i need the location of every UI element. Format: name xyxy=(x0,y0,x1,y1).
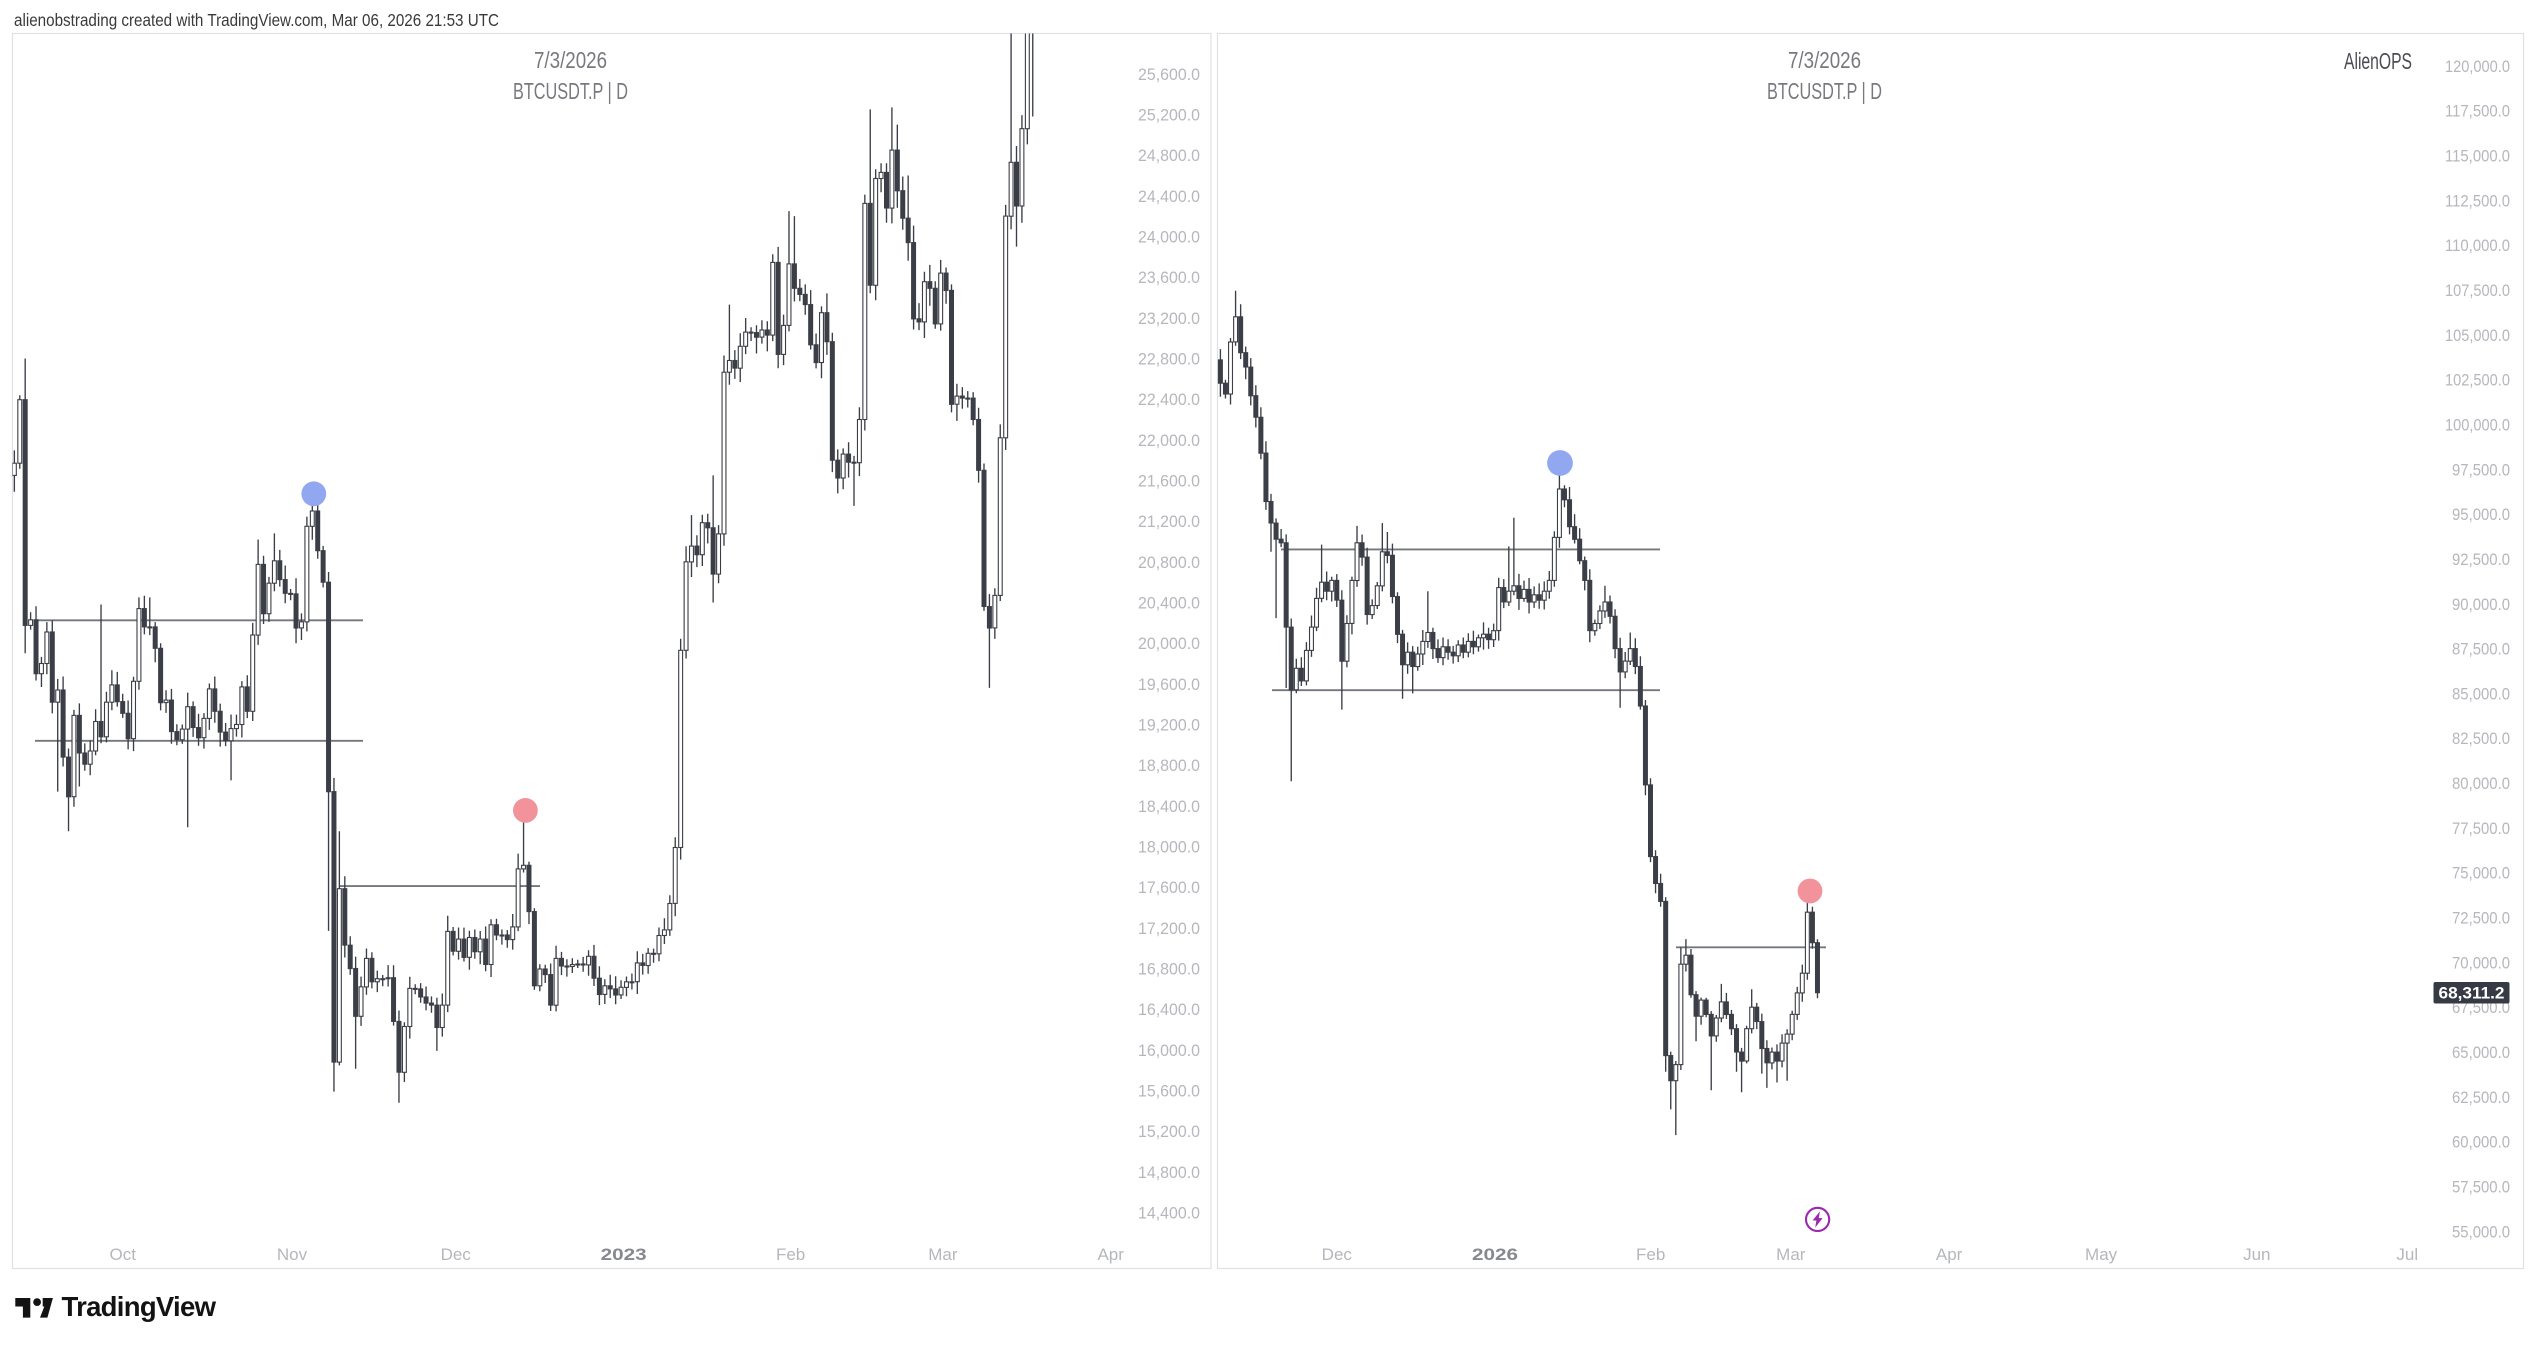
svg-text:Dec: Dec xyxy=(441,1245,472,1264)
svg-text:92,500.0: 92,500.0 xyxy=(2452,550,2510,569)
svg-text:16,800.0: 16,800.0 xyxy=(1138,960,1200,979)
svg-text:95,000.0: 95,000.0 xyxy=(2452,505,2510,524)
svg-text:Mar: Mar xyxy=(1776,1245,1806,1264)
svg-text:25,600.0: 25,600.0 xyxy=(1138,65,1200,84)
svg-text:25,200.0: 25,200.0 xyxy=(1138,106,1200,125)
svg-text:20,400.0: 20,400.0 xyxy=(1138,594,1200,613)
svg-text:14,800.0: 14,800.0 xyxy=(1138,1163,1200,1182)
svg-text:7/3/2026: 7/3/2026 xyxy=(1788,47,1861,73)
svg-text:90,000.0: 90,000.0 xyxy=(2452,595,2510,614)
svg-text:23,600.0: 23,600.0 xyxy=(1138,268,1200,287)
svg-text:Apr: Apr xyxy=(1097,1245,1124,1264)
svg-text:68,311.2: 68,311.2 xyxy=(2439,984,2505,1003)
svg-text:24,800.0: 24,800.0 xyxy=(1138,146,1200,165)
svg-text:20,000.0: 20,000.0 xyxy=(1138,634,1200,653)
svg-text:14,400.0: 14,400.0 xyxy=(1138,1204,1200,1223)
svg-text:Jul: Jul xyxy=(2396,1245,2418,1264)
svg-text:117,500.0: 117,500.0 xyxy=(2445,102,2510,121)
svg-text:105,000.0: 105,000.0 xyxy=(2445,326,2510,345)
svg-text:7/3/2026: 7/3/2026 xyxy=(534,47,607,73)
svg-text:17,600.0: 17,600.0 xyxy=(1138,878,1200,897)
svg-text:Apr: Apr xyxy=(1936,1245,1963,1264)
svg-text:55,000.0: 55,000.0 xyxy=(2452,1222,2510,1241)
svg-text:21,600.0: 21,600.0 xyxy=(1138,472,1200,491)
svg-text:72,500.0: 72,500.0 xyxy=(2452,909,2510,928)
svg-text:107,500.0: 107,500.0 xyxy=(2445,281,2510,300)
svg-text:2023: 2023 xyxy=(601,1245,647,1264)
svg-text:110,000.0: 110,000.0 xyxy=(2445,236,2510,255)
svg-text:21,200.0: 21,200.0 xyxy=(1138,512,1200,531)
svg-text:Dec: Dec xyxy=(1322,1245,1353,1264)
svg-text:22,000.0: 22,000.0 xyxy=(1138,431,1200,450)
svg-text:18,400.0: 18,400.0 xyxy=(1138,797,1200,816)
svg-text:22,400.0: 22,400.0 xyxy=(1138,390,1200,409)
svg-text:70,000.0: 70,000.0 xyxy=(2452,953,2510,972)
svg-text:May: May xyxy=(2085,1245,2118,1264)
svg-text:62,500.0: 62,500.0 xyxy=(2452,1088,2510,1107)
svg-text:Oct: Oct xyxy=(109,1245,136,1264)
svg-text:57,500.0: 57,500.0 xyxy=(2452,1178,2510,1197)
svg-text:23,200.0: 23,200.0 xyxy=(1138,309,1200,328)
svg-text:80,000.0: 80,000.0 xyxy=(2452,774,2510,793)
svg-text:BTCUSDT.P | D: BTCUSDT.P | D xyxy=(513,78,628,104)
svg-text:77,500.0: 77,500.0 xyxy=(2452,819,2510,838)
svg-text:TradingView: TradingView xyxy=(62,1291,217,1322)
svg-text:AlienOPS: AlienOPS xyxy=(2344,48,2412,74)
svg-text:75,000.0: 75,000.0 xyxy=(2452,864,2510,883)
svg-text:2026: 2026 xyxy=(1472,1245,1518,1264)
svg-text:16,400.0: 16,400.0 xyxy=(1138,1000,1200,1019)
svg-text:102,500.0: 102,500.0 xyxy=(2445,371,2510,390)
svg-text:19,600.0: 19,600.0 xyxy=(1138,675,1200,694)
svg-text:Mar: Mar xyxy=(928,1245,958,1264)
svg-text:82,500.0: 82,500.0 xyxy=(2452,729,2510,748)
svg-text:87,500.0: 87,500.0 xyxy=(2452,640,2510,659)
svg-text:112,500.0: 112,500.0 xyxy=(2445,191,2510,210)
svg-text:BTCUSDT.P | D: BTCUSDT.P | D xyxy=(1767,78,1882,104)
svg-text:22,800.0: 22,800.0 xyxy=(1138,350,1200,369)
svg-text:16,000.0: 16,000.0 xyxy=(1138,1041,1200,1060)
svg-text:17,200.0: 17,200.0 xyxy=(1138,919,1200,938)
svg-text:18,800.0: 18,800.0 xyxy=(1138,756,1200,775)
svg-text:18,000.0: 18,000.0 xyxy=(1138,838,1200,857)
svg-text:20,800.0: 20,800.0 xyxy=(1138,553,1200,572)
svg-text:15,200.0: 15,200.0 xyxy=(1138,1122,1200,1141)
svg-text:120,000.0: 120,000.0 xyxy=(2445,57,2510,76)
svg-text:60,000.0: 60,000.0 xyxy=(2452,1133,2510,1152)
svg-text:19,200.0: 19,200.0 xyxy=(1138,716,1200,735)
svg-text:65,000.0: 65,000.0 xyxy=(2452,1043,2510,1062)
svg-text:Jun: Jun xyxy=(2243,1245,2270,1264)
svg-text:24,000.0: 24,000.0 xyxy=(1138,228,1200,247)
svg-text:115,000.0: 115,000.0 xyxy=(2445,147,2510,166)
svg-text:Feb: Feb xyxy=(1636,1245,1665,1264)
svg-text:Feb: Feb xyxy=(776,1245,805,1264)
svg-text:24,400.0: 24,400.0 xyxy=(1138,187,1200,206)
svg-text:85,000.0: 85,000.0 xyxy=(2452,684,2510,703)
svg-text:97,500.0: 97,500.0 xyxy=(2452,460,2510,479)
svg-text:alienobstrading created with T: alienobstrading created with TradingView… xyxy=(14,10,499,30)
svg-text:15,600.0: 15,600.0 xyxy=(1138,1082,1200,1101)
svg-text:100,000.0: 100,000.0 xyxy=(2445,415,2510,434)
svg-text:Nov: Nov xyxy=(277,1245,308,1264)
